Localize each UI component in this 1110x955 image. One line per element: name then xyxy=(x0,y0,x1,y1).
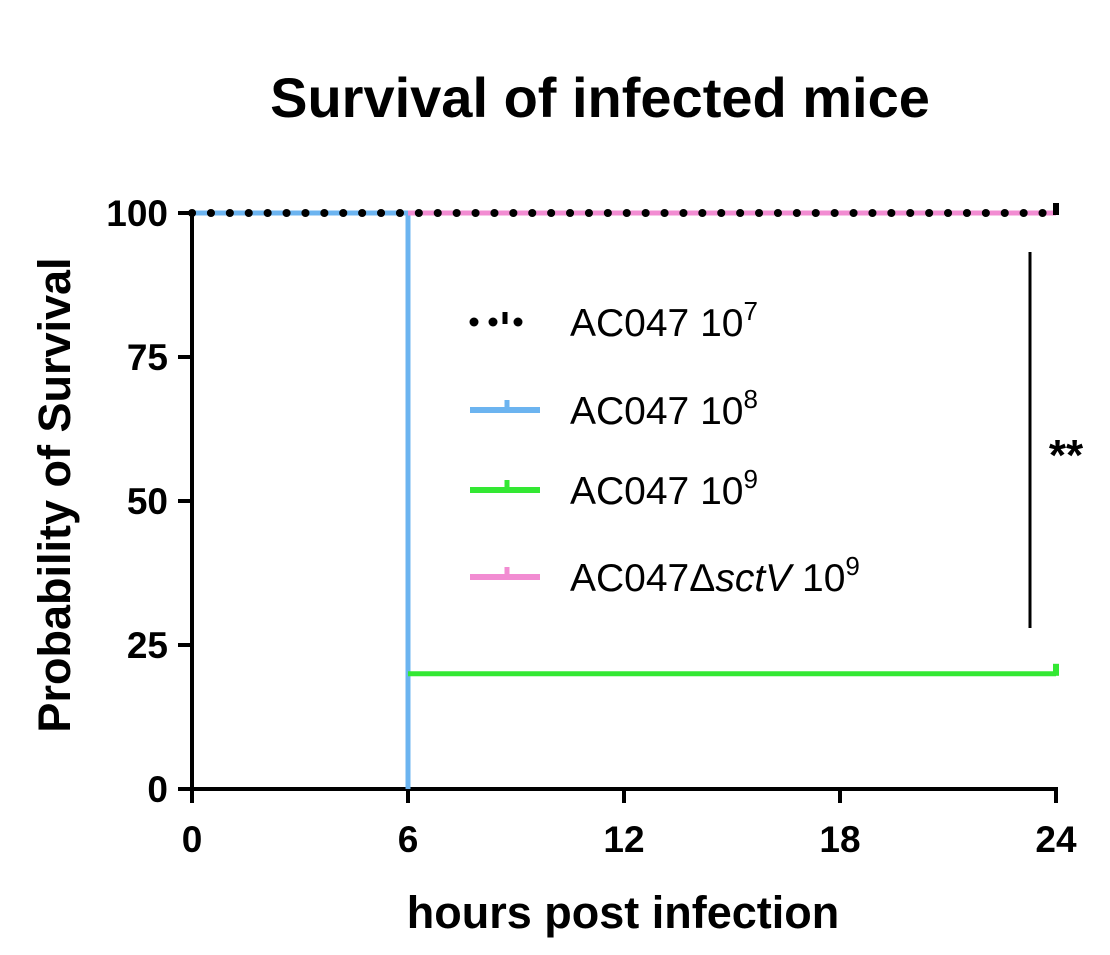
x-axis-label: hours post infection xyxy=(407,887,840,938)
legend-dot xyxy=(513,317,523,327)
x-tick-label: 24 xyxy=(1035,819,1077,860)
y-tick-label: 100 xyxy=(106,193,168,234)
y-tick-label: 0 xyxy=(147,769,168,810)
x-tick-label: 0 xyxy=(182,819,203,860)
legend-dot xyxy=(469,317,479,327)
x-tick-label: 6 xyxy=(398,819,419,860)
legend-label: AC047 109 xyxy=(570,464,758,513)
legend: AC047 107 AC047 108 AC047 109 AC047ΔsctV 10… xyxy=(469,296,860,600)
x-tick-label: 12 xyxy=(603,819,644,860)
legend-label: AC047 107 xyxy=(570,296,758,345)
legend-dot xyxy=(488,317,498,327)
legend-label: AC047 108 xyxy=(570,384,758,433)
ticks: 0 6 12 18 24 0 25 50 75 100 xyxy=(106,193,1077,860)
legend-label: AC047ΔsctV 109 xyxy=(570,551,860,600)
x-tick-label: 18 xyxy=(819,819,860,860)
series-line-1 xyxy=(192,210,411,789)
y-axis-label: Probability of Survival xyxy=(29,257,80,732)
y-tick-label: 25 xyxy=(127,625,168,666)
chart-title: Survival of infected mice xyxy=(270,66,930,129)
y-tick-label: 75 xyxy=(127,337,168,378)
series-layer xyxy=(188,203,1060,789)
significance-annotation: ** xyxy=(1028,252,1084,628)
significance-label: ** xyxy=(1049,431,1084,480)
y-tick-label: 50 xyxy=(127,481,168,522)
